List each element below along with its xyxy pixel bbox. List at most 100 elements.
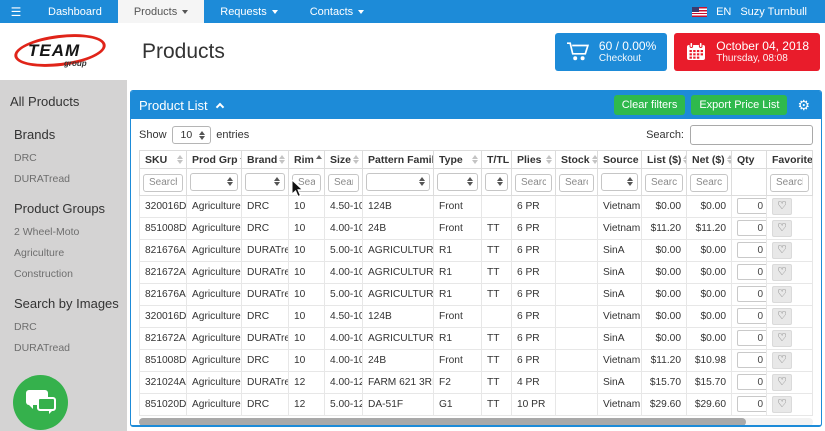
column-header-stock[interactable]: Stock bbox=[555, 150, 598, 169]
column-header-rim[interactable]: Rim bbox=[288, 150, 325, 169]
cell-net: $0.00 bbox=[686, 194, 732, 218]
table-row: 821672AAgricultureDURATread104.00-10AGRI… bbox=[139, 326, 813, 350]
sidebar-item-search-by-images-duratread[interactable]: DURATread bbox=[14, 342, 71, 354]
qty-input[interactable] bbox=[737, 330, 766, 346]
qty-input[interactable] bbox=[737, 198, 766, 214]
filter-select-type[interactable] bbox=[437, 172, 478, 191]
global-search-input[interactable] bbox=[690, 125, 813, 145]
cell-prod-grp: Agriculture bbox=[186, 194, 242, 218]
qty-input[interactable] bbox=[737, 242, 766, 258]
sidebar-item-product-groups-construction[interactable]: Construction bbox=[14, 268, 73, 280]
clear-filters-button[interactable]: Clear filters bbox=[613, 95, 686, 115]
checkout-button[interactable]: 60 / 0.00% Checkout bbox=[554, 32, 668, 71]
column-header-size[interactable]: Size bbox=[324, 150, 363, 169]
favorite-heart-button[interactable]: ♡ bbox=[772, 307, 792, 325]
column-header-pattern-family[interactable]: Pattern Family bbox=[362, 150, 434, 169]
qty-input[interactable] bbox=[737, 264, 766, 280]
column-header-t-tl[interactable]: T/TL bbox=[481, 150, 512, 169]
filter-input-net[interactable] bbox=[690, 173, 728, 192]
nav-item-requests[interactable]: Requests bbox=[204, 0, 293, 23]
qty-input[interactable] bbox=[737, 374, 766, 390]
sort-icon bbox=[353, 155, 360, 164]
column-label: List ($) bbox=[647, 153, 682, 166]
horizontal-scrollbar-track[interactable] bbox=[139, 417, 813, 425]
favorite-heart-button[interactable]: ♡ bbox=[772, 395, 792, 413]
cell-stock bbox=[555, 216, 598, 240]
favorite-heart-button[interactable]: ♡ bbox=[772, 241, 792, 259]
cell-sku: 321024A bbox=[139, 370, 187, 394]
filter-select-t-tl[interactable] bbox=[485, 172, 508, 191]
favorite-heart-button[interactable]: ♡ bbox=[772, 329, 792, 347]
favorite-heart-button[interactable]: ♡ bbox=[772, 197, 792, 215]
cell-rim: 10 bbox=[288, 238, 325, 262]
filter-select-pattern-family[interactable] bbox=[366, 172, 430, 191]
nav-item-dashboard[interactable]: Dashboard bbox=[32, 0, 118, 23]
user-menu[interactable]: Suzy Turnbull bbox=[740, 5, 807, 18]
qty-input[interactable] bbox=[737, 396, 766, 412]
column-header-plies[interactable]: Plies bbox=[511, 150, 556, 169]
column-label: Prod Grp bbox=[192, 153, 238, 166]
panel-title-toggle[interactable]: Product List bbox=[139, 98, 224, 113]
cell-qty bbox=[731, 348, 767, 372]
sidebar-item-brands-duratread[interactable]: DURATread bbox=[14, 173, 71, 185]
filter-input-plies[interactable] bbox=[515, 173, 552, 192]
hamburger-menu-icon[interactable]: ☰ bbox=[10, 4, 22, 19]
filter-input-favorite[interactable] bbox=[770, 173, 809, 192]
column-label: Type bbox=[439, 153, 463, 166]
sidebar-item-brands-drc[interactable]: DRC bbox=[14, 152, 37, 164]
favorite-heart-button[interactable]: ♡ bbox=[772, 285, 792, 303]
column-header-favorite[interactable]: Favorite bbox=[766, 150, 813, 169]
column-header-source[interactable]: Source bbox=[597, 150, 642, 169]
sidebar-item-search-by-images-drc[interactable]: DRC bbox=[14, 321, 37, 333]
favorite-heart-button[interactable]: ♡ bbox=[772, 219, 792, 237]
sidebar-section-title-search-by-images: Search by Images bbox=[14, 296, 119, 311]
sidebar-item-product-groups-agriculture[interactable]: Agriculture bbox=[14, 247, 65, 259]
qty-input[interactable] bbox=[737, 352, 766, 368]
page-title: Products bbox=[142, 39, 225, 63]
favorite-heart-button[interactable]: ♡ bbox=[772, 263, 792, 281]
cell-prod-grp: Agriculture bbox=[186, 326, 242, 350]
sidebar-item-product-groups-2-wheel-moto[interactable]: 2 Wheel-Moto bbox=[14, 226, 80, 238]
filter-input-list[interactable] bbox=[645, 173, 683, 192]
filter-select-brand[interactable] bbox=[245, 172, 285, 191]
column-header-brand[interactable]: Brand bbox=[241, 150, 289, 169]
language-selector[interactable]: EN bbox=[716, 5, 732, 18]
column-label: Qty bbox=[737, 153, 755, 166]
filter-select-prod-grp[interactable] bbox=[190, 172, 238, 191]
cell-size: 4.00-12 bbox=[324, 370, 363, 394]
sidebar-item-all-products[interactable]: All Products bbox=[10, 94, 80, 109]
date-button[interactable]: October 04, 2018 Thursday, 08:08 bbox=[674, 32, 820, 71]
nav-item-contacts[interactable]: Contacts bbox=[294, 0, 380, 23]
column-header-net[interactable]: Net ($) bbox=[686, 150, 732, 169]
cell-qty bbox=[731, 238, 767, 262]
nav-item-products[interactable]: Products bbox=[117, 0, 205, 23]
select-arrows-icon bbox=[274, 177, 280, 187]
filter-select-source[interactable] bbox=[601, 172, 638, 191]
filter-input-stock[interactable] bbox=[559, 173, 594, 192]
column-header-sku[interactable]: SKU bbox=[139, 150, 187, 169]
horizontal-scrollbar-thumb[interactable] bbox=[139, 417, 746, 425]
cell-net: $29.60 bbox=[686, 392, 732, 416]
cell-net: $0.00 bbox=[686, 238, 732, 262]
filter-input-sku[interactable] bbox=[143, 173, 183, 192]
export-price-list-button[interactable]: Export Price List bbox=[691, 95, 788, 115]
qty-input[interactable] bbox=[737, 220, 766, 236]
filter-input-size[interactable] bbox=[328, 173, 359, 192]
settings-cogs-icon[interactable]: ⚙ bbox=[797, 96, 810, 113]
column-header-type[interactable]: Type bbox=[433, 150, 482, 169]
sidebar-section-title-brands: Brands bbox=[14, 127, 56, 142]
column-header-list[interactable]: List ($) bbox=[641, 150, 687, 169]
cell-brand: DRC bbox=[241, 304, 289, 328]
filter-input-rim[interactable] bbox=[292, 173, 321, 192]
favorite-heart-button[interactable]: ♡ bbox=[772, 351, 792, 369]
entries-select[interactable]: 10 bbox=[171, 126, 212, 144]
product-table: SKU Prod Grp Brand Rim Size Pattern Family Typ… bbox=[139, 150, 813, 416]
qty-input[interactable] bbox=[737, 308, 766, 324]
chat-widget-button[interactable] bbox=[13, 375, 68, 430]
column-label: Stock bbox=[561, 153, 590, 166]
qty-input[interactable] bbox=[737, 286, 766, 302]
favorite-heart-button[interactable]: ♡ bbox=[772, 373, 792, 391]
column-header-prod-grp[interactable]: Prod Grp bbox=[186, 150, 242, 169]
team-group-logo[interactable]: TEAM group bbox=[6, 28, 122, 76]
cell-size: 5.00-10 bbox=[324, 282, 363, 306]
